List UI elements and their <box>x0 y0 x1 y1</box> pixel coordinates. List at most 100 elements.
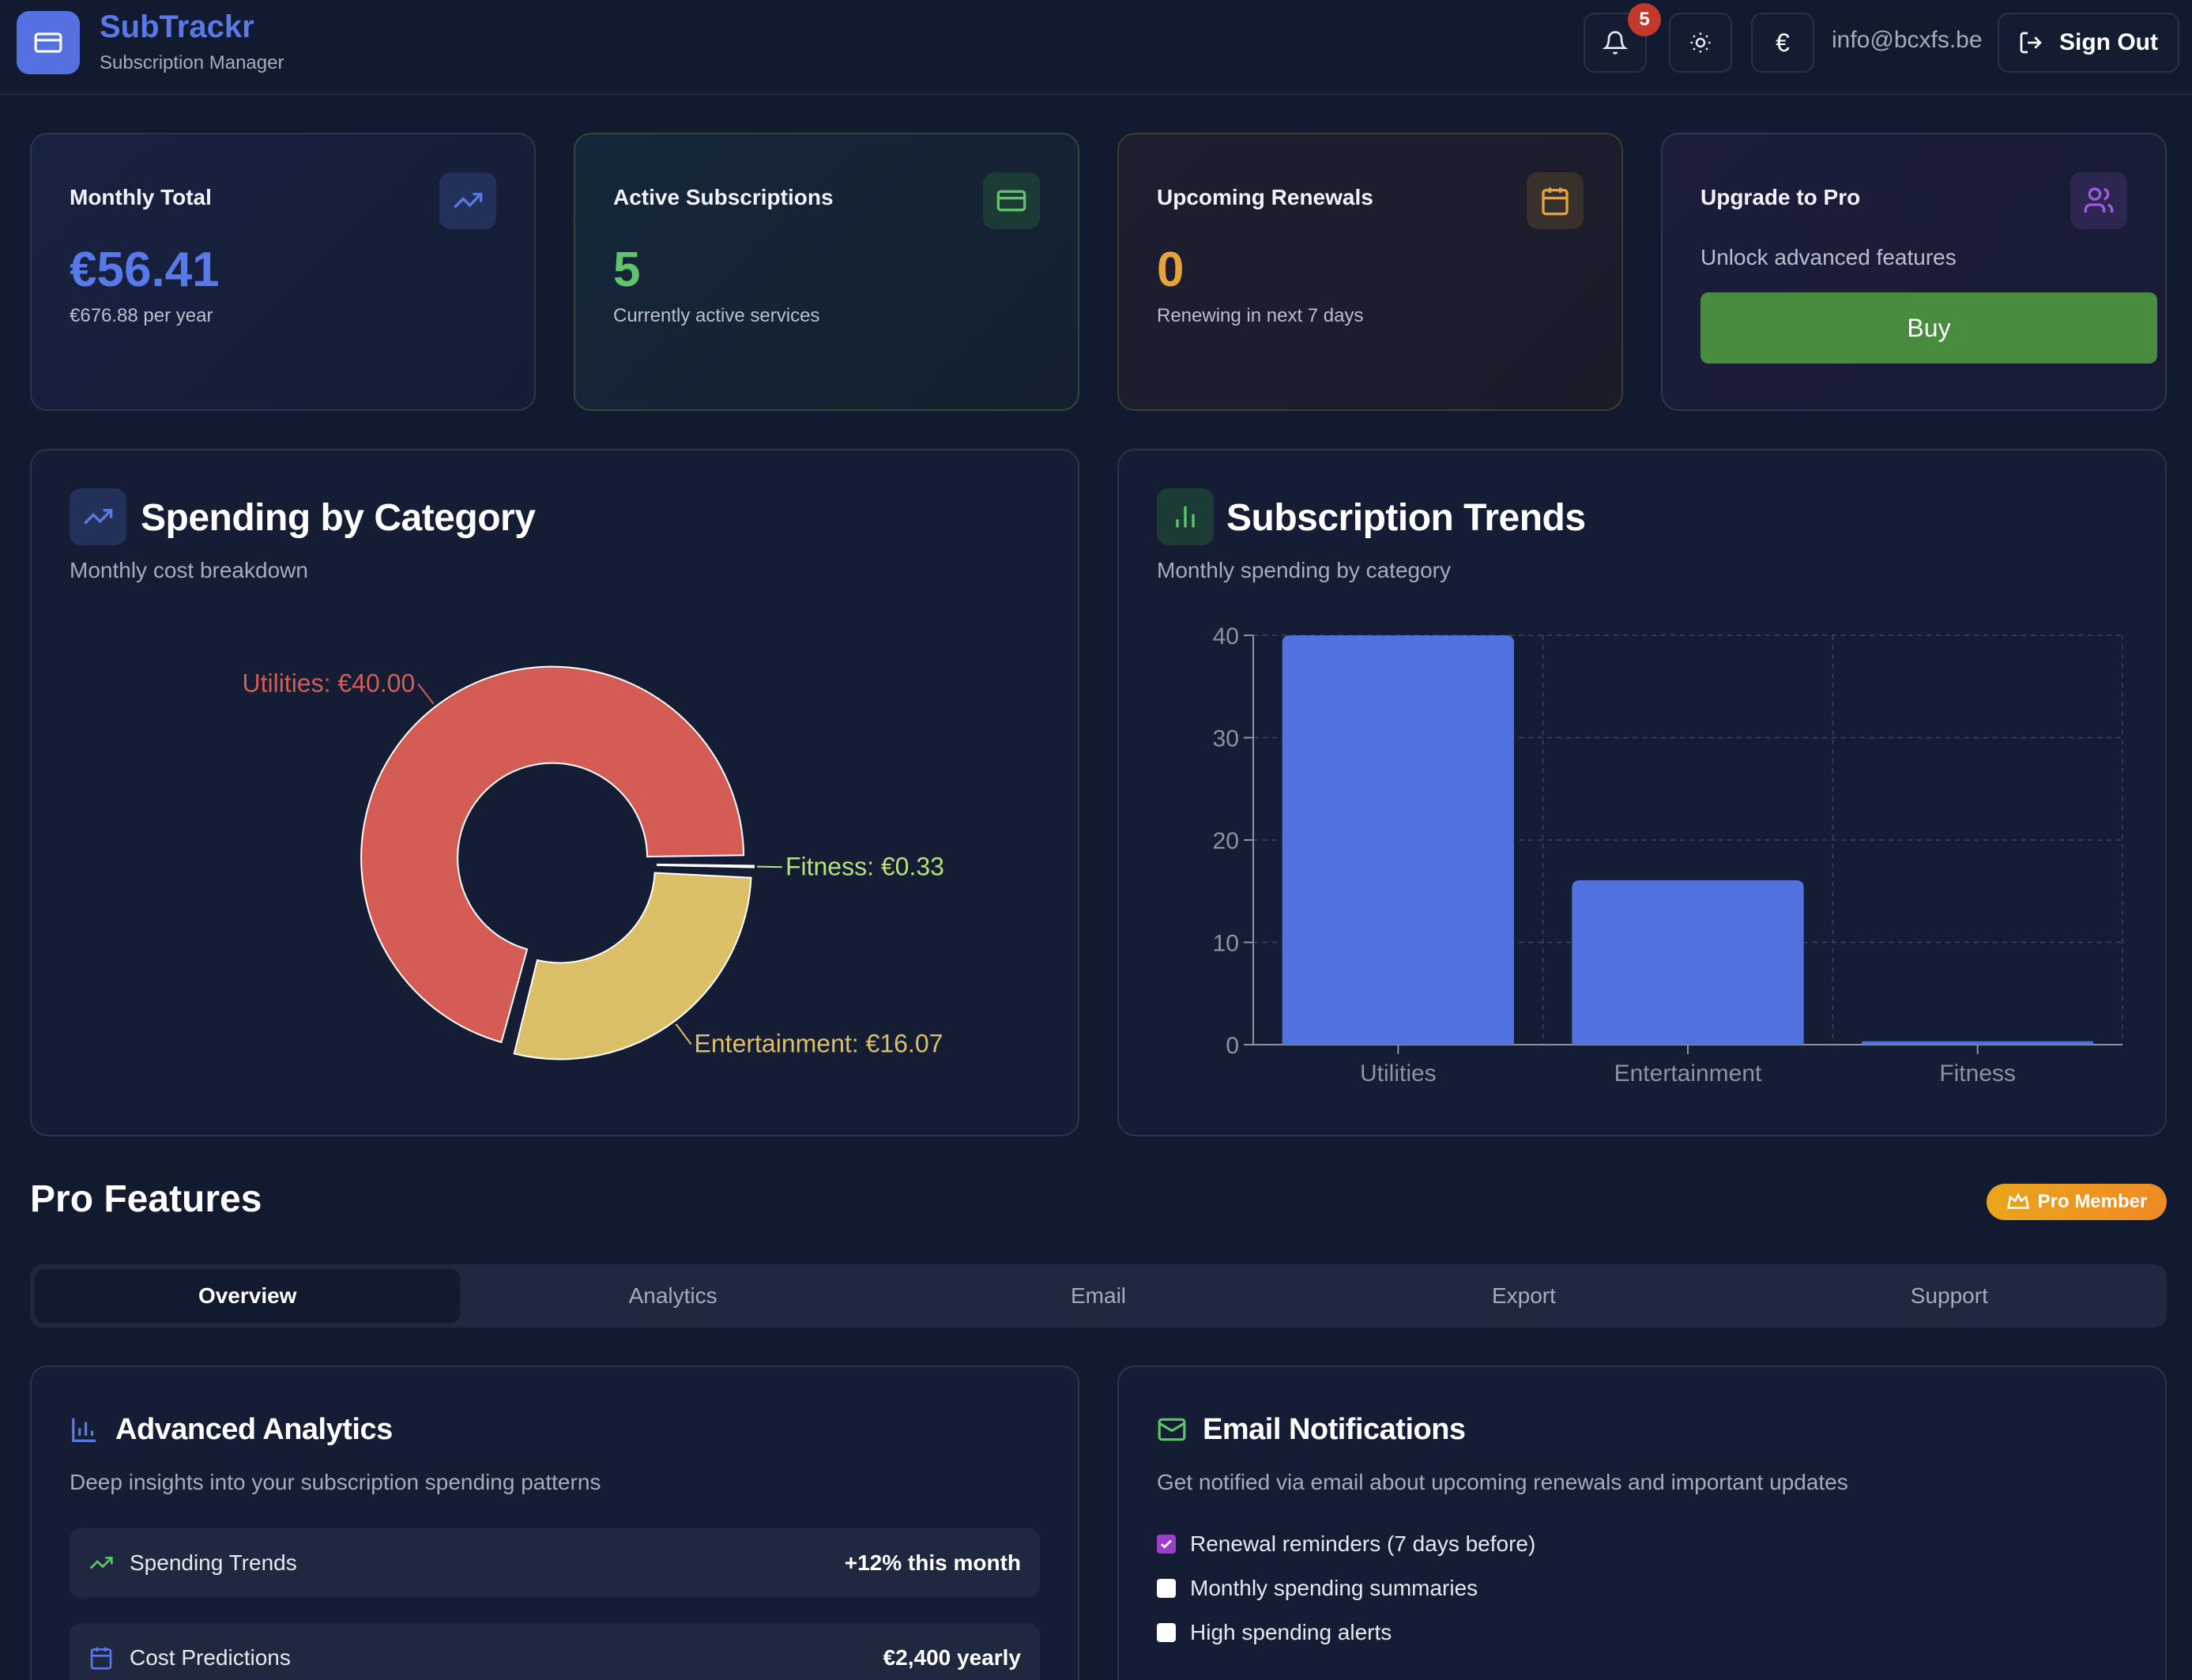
app-name: SubTrackr <box>100 9 254 44</box>
pro-member-badge: Pro Member <box>1987 1184 2167 1220</box>
x-tick-label: Entertainment <box>1614 1060 1762 1087</box>
user-email: info@bcxfs.be <box>1832 27 1983 53</box>
stat-title: Upcoming Renewals <box>1157 185 1373 209</box>
trending-up-icon <box>70 488 126 545</box>
sun-icon <box>1690 32 1711 53</box>
tab-export[interactable]: Export <box>1491 1283 1556 1308</box>
cost-predictions-row: Cost Predictions €2,400 yearly <box>70 1623 1040 1680</box>
email-notifications-card: Email Notifications Get notified via ema… <box>1117 1365 2167 1680</box>
buy-button[interactable]: Buy <box>1700 292 2157 363</box>
currency-button[interactable]: € <box>1751 13 1814 73</box>
row-value: €2,400 yearly <box>883 1645 1021 1670</box>
pie-label-line <box>756 865 782 868</box>
renewal-reminders-option[interactable]: Renewal reminders (7 days before) <box>1157 1531 1535 1557</box>
credit-card-icon <box>983 172 1040 229</box>
spending-bar-chart: 0 10 20 30 40 Utilities Entertainment Fitness <box>1213 623 2123 1087</box>
monthly-total-value: €56.41 <box>70 243 220 297</box>
row-label: Cost Predictions <box>130 1645 291 1670</box>
checkbox[interactable] <box>1157 1579 1176 1598</box>
checkbox-checked[interactable] <box>1157 1535 1176 1554</box>
credit-card-icon <box>34 32 62 53</box>
bar-fitness[interactable] <box>1862 1041 2094 1045</box>
mail-icon <box>1158 1418 1186 1441</box>
notification-count-badge: 5 <box>1628 3 1661 36</box>
spending-by-category-panel: Spending by Category Monthly cost breakd… <box>30 449 1079 1136</box>
active-subscriptions-card: Active Subscriptions 5 Currently active … <box>574 133 1079 411</box>
theme-toggle-button[interactable] <box>1669 13 1732 73</box>
advanced-analytics-card: Advanced Analytics Deep insights into yo… <box>30 1365 1079 1680</box>
checkbox[interactable] <box>1157 1623 1176 1642</box>
bell-icon <box>1603 31 1628 55</box>
subscription-trends-panel: Subscription Trends Monthly spending by … <box>1117 449 2167 1136</box>
stat-title: Monthly Total <box>70 185 212 209</box>
pro-member-label: Pro Member <box>2037 1191 2148 1212</box>
upcoming-renewals-card: Upcoming Renewals 0 Renewing in next 7 d… <box>1117 133 1623 411</box>
pie-label-fitness: Fitness: €0.33 <box>785 852 944 880</box>
card-title: Advanced Analytics <box>115 1413 393 1446</box>
option-label: Monthly spending summaries <box>1190 1576 1478 1600</box>
pie-label-entertainment: Entertainment: €16.07 <box>695 1030 943 1058</box>
crown-icon <box>2006 1192 2029 1209</box>
bar-utilities[interactable] <box>1282 635 1514 1045</box>
y-tick-label: 30 <box>1213 726 1239 752</box>
app-subtitle: Subscription Manager <box>100 52 284 73</box>
row-label: Spending Trends <box>130 1550 297 1575</box>
euro-icon: € <box>1776 28 1790 57</box>
sign-out-button[interactable]: Sign Out <box>1998 13 2179 73</box>
pie-slice-fitness[interactable] <box>656 863 755 868</box>
panel-subtitle: Monthly spending by category <box>1157 558 1451 582</box>
x-tick-label: Utilities <box>1360 1060 1437 1087</box>
calendar-icon <box>90 1647 112 1670</box>
bar-chart-icon <box>1157 488 1214 545</box>
renewals-value: 0 <box>1157 243 1185 297</box>
pie-slice-entertainment[interactable] <box>513 872 752 1060</box>
yearly-total: €676.88 per year <box>70 305 213 326</box>
upgrade-card: Upgrade to Pro Unlock advanced features … <box>1661 133 2167 411</box>
pro-tabs: Overview Analytics Email Export Support <box>30 1264 2167 1328</box>
option-label: High spending alerts <box>1190 1620 1392 1644</box>
pie-label-line <box>675 1023 692 1045</box>
log-out-icon <box>2020 32 2042 54</box>
card-title: Email Notifications <box>1203 1413 1466 1446</box>
panel-title: Subscription Trends <box>1226 497 1586 539</box>
monthly-total-card: Monthly Total €56.41 €676.88 per year <box>30 133 536 411</box>
card-subtitle: Deep insights into your subscription spe… <box>70 1470 601 1494</box>
spending-trends-row: Spending Trends +12% this month <box>70 1528 1040 1598</box>
active-count-value: 5 <box>613 243 641 297</box>
y-tick-label: 20 <box>1213 828 1239 854</box>
monthly-summaries-option[interactable]: Monthly spending summaries <box>1157 1576 1478 1601</box>
tab-analytics[interactable]: Analytics <box>628 1283 717 1308</box>
y-tick-label: 40 <box>1213 623 1239 650</box>
active-sub: Currently active services <box>613 305 820 326</box>
card-subtitle: Get notified via email about upcoming re… <box>1157 1470 1848 1494</box>
stat-title: Active Subscriptions <box>613 185 834 209</box>
sign-out-label: Sign Out <box>2059 29 2158 55</box>
top-bar: SubTrackr Subscription Manager 5 € info@… <box>0 0 2192 95</box>
y-tick-label: 10 <box>1213 931 1239 957</box>
panel-subtitle: Monthly cost breakdown <box>70 558 308 582</box>
bar-entertainment[interactable] <box>1572 880 1804 1045</box>
spending-donut-chart: Fitness: €0.33 Entertainment: €16.07 Utili… <box>242 665 944 1060</box>
stat-title: Upgrade to Pro <box>1700 185 1861 209</box>
tab-overview[interactable]: Overview <box>35 1269 461 1323</box>
trending-up-icon <box>89 1557 113 1569</box>
row-value: +12% this month <box>844 1550 1021 1575</box>
pie-label-utilities: Utilities: €40.00 <box>242 669 415 698</box>
panel-title: Spending by Category <box>141 497 536 539</box>
tab-email[interactable]: Email <box>1071 1283 1127 1308</box>
upgrade-sub: Unlock advanced features <box>1700 245 1957 269</box>
y-tick-label: 0 <box>1226 1033 1239 1059</box>
x-tick-label: Fitness <box>1939 1060 2016 1087</box>
option-label: Renewal reminders (7 days before) <box>1190 1531 1536 1556</box>
renewals-sub: Renewing in next 7 days <box>1157 305 1364 326</box>
logo[interactable] <box>17 11 80 74</box>
bar-chart-icon <box>72 1418 96 1442</box>
calendar-icon <box>1527 172 1584 229</box>
pie-slice-utilities[interactable] <box>360 665 745 1044</box>
users-icon <box>2070 172 2127 229</box>
pro-features-title: Pro Features <box>30 1178 262 1220</box>
tab-support[interactable]: Support <box>1910 1283 1988 1308</box>
trending-up-icon <box>439 172 496 229</box>
high-spending-alerts-option[interactable]: High spending alerts <box>1157 1620 1392 1645</box>
pie-label-line <box>417 683 435 705</box>
